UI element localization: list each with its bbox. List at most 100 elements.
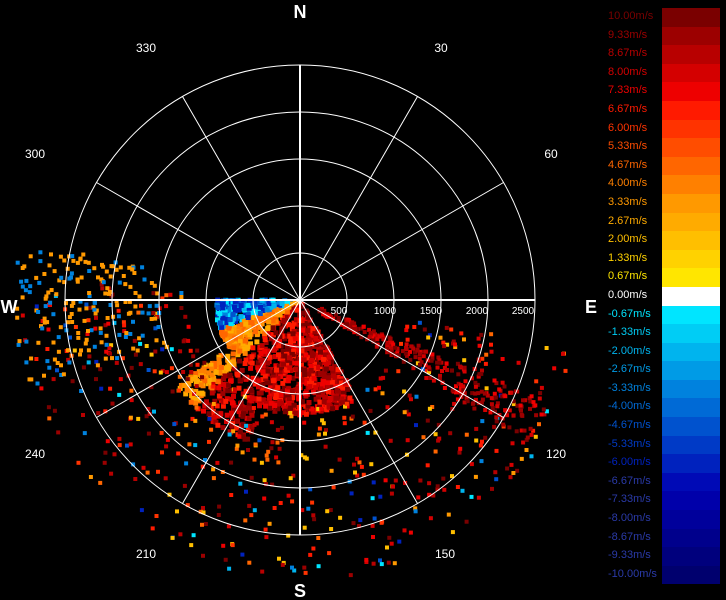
radar-gate	[42, 320, 47, 325]
radar-gate	[260, 363, 266, 369]
radar-gate	[220, 399, 226, 405]
legend-entry: -5.33m/s	[606, 435, 720, 455]
radar-gate	[420, 349, 425, 354]
legend-entry: -0.67m/s	[606, 305, 720, 325]
radar-gate	[224, 396, 230, 402]
radar-gate	[429, 358, 434, 363]
legend-label: 8.00m/s	[608, 65, 648, 78]
radar-gate	[386, 560, 391, 565]
radar-gate	[149, 281, 154, 285]
radar-gate	[508, 475, 513, 480]
radar-gate	[328, 384, 334, 390]
radar-gate	[209, 390, 215, 396]
radar-gate	[79, 348, 83, 353]
radar-gate	[542, 412, 547, 417]
radar-gate	[264, 307, 270, 313]
radar-gate	[233, 298, 239, 304]
radar-gate	[106, 321, 111, 326]
radar-gate	[415, 348, 420, 353]
radar-gate	[87, 291, 92, 295]
radar-gate	[320, 356, 326, 362]
legend-label: -2.67m/s	[608, 363, 651, 376]
radar-gate	[462, 369, 467, 374]
radar-gate	[272, 354, 278, 360]
radar-gate	[539, 412, 544, 417]
legend-label: -0.67m/s	[608, 307, 651, 320]
radar-gate	[258, 351, 264, 356]
radar-gate	[470, 376, 474, 381]
radar-gate	[275, 427, 280, 432]
radar-gate	[336, 400, 342, 406]
radar-gate	[202, 403, 208, 409]
radar-gate	[188, 362, 193, 367]
radar-gate	[444, 325, 449, 330]
radar-gate	[534, 413, 539, 418]
radar-gate	[258, 304, 263, 310]
radar-gate	[285, 378, 291, 384]
radar-gate	[311, 375, 317, 381]
radar-gate	[436, 355, 441, 360]
radar-gate	[101, 280, 106, 285]
radar-gate	[231, 393, 236, 399]
radar-gate	[128, 442, 133, 447]
radar-gate	[51, 312, 56, 317]
radar-gate	[47, 263, 52, 268]
radar-gate	[130, 267, 135, 272]
radar-gate	[288, 411, 293, 415]
radar-gate	[464, 396, 469, 400]
radar-gate	[265, 360, 271, 366]
radar-gate	[378, 558, 382, 563]
radar-gate	[98, 480, 103, 485]
legend-swatch	[662, 268, 720, 287]
radar-gate	[411, 346, 416, 351]
legend-swatch	[662, 398, 720, 418]
radar-gate	[137, 336, 142, 341]
legend-label: -8.67m/s	[608, 530, 651, 543]
radar-gate	[370, 496, 375, 501]
radar-gate	[56, 349, 61, 354]
radar-gate	[215, 305, 221, 310]
radar-gate	[236, 325, 242, 331]
radar-gate	[263, 403, 269, 409]
radar-gate	[247, 560, 252, 565]
bearing-spoke	[182, 299, 301, 504]
radar-gate	[286, 401, 292, 407]
radar-gate	[361, 472, 366, 477]
radar-gate	[334, 388, 340, 394]
radar-gate	[154, 514, 159, 518]
radar-gate	[272, 383, 278, 389]
radar-gate	[494, 448, 499, 453]
legend-entry: 8.67m/s	[606, 45, 720, 64]
radar-gate	[189, 370, 194, 374]
radar-gate	[302, 565, 307, 570]
radar-gate	[170, 389, 175, 394]
radar-gate	[78, 256, 83, 261]
radar-gate	[256, 300, 262, 306]
radar-gate	[389, 541, 394, 546]
radar-gate	[267, 354, 273, 360]
radar-gate	[243, 321, 249, 327]
radar-gate	[191, 354, 196, 359]
radar-gate	[529, 454, 534, 459]
radar-gate	[294, 360, 300, 366]
radar-gate	[355, 456, 360, 461]
radar-gate	[336, 316, 341, 321]
legend-swatch	[662, 119, 720, 139]
radar-gate	[316, 564, 321, 569]
radar-gate	[59, 275, 64, 280]
radar-gate	[67, 276, 72, 281]
radar-gate	[131, 346, 136, 351]
radar-gate	[437, 358, 442, 363]
radar-gate	[404, 328, 409, 333]
radar-gate	[103, 323, 108, 328]
legend-swatch	[662, 342, 720, 362]
radar-gate	[278, 392, 284, 398]
legend-entry: -3.33m/s	[606, 379, 720, 399]
radar-gate	[515, 468, 520, 473]
radar-gate	[236, 385, 242, 391]
radar-gate	[58, 325, 63, 330]
radar-gate	[419, 360, 424, 365]
radar-gate	[537, 396, 542, 401]
radar-gate	[457, 450, 462, 455]
radar-gate	[200, 464, 205, 469]
